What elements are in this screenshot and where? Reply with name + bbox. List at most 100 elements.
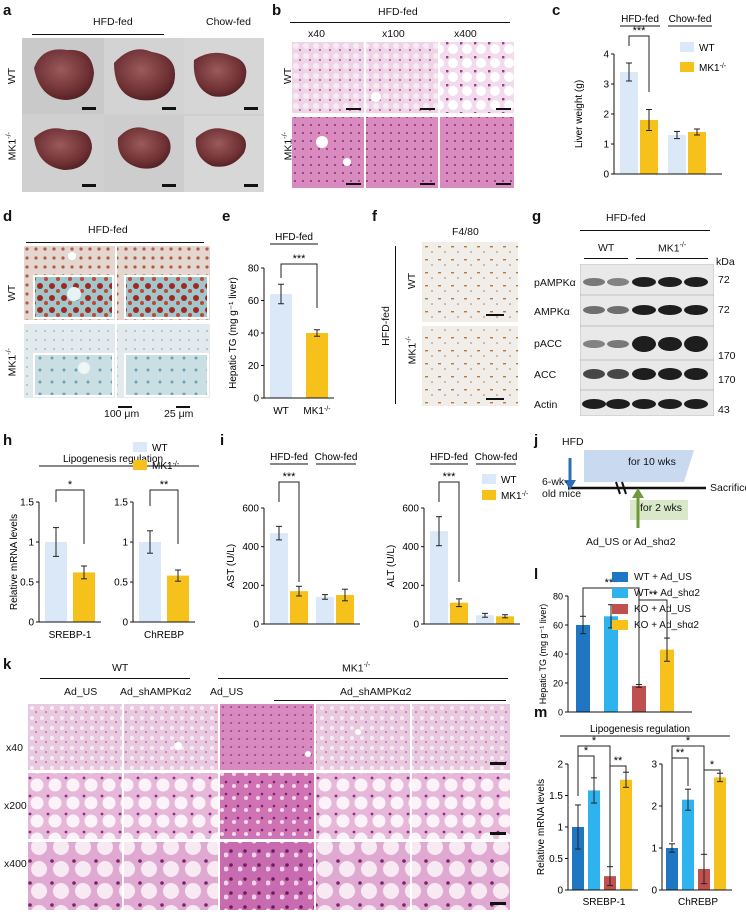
y-tick-label: 80	[248, 264, 260, 275]
g-marker-2: 72	[718, 304, 730, 316]
bar-srebp-mk1	[73, 572, 95, 622]
k-wt-label: WT	[112, 662, 129, 674]
d-mk1-label: MK1-/-	[5, 348, 19, 377]
panel-label-c: c	[552, 2, 561, 19]
liver-mk1-hfd-2	[117, 127, 171, 169]
western-blot	[580, 264, 714, 416]
bar-chrebp-1	[682, 799, 694, 890]
a-hfd-line	[32, 34, 164, 35]
bar-wt-0	[270, 533, 288, 624]
g-wt-line	[584, 258, 628, 259]
b-mag-x100: x100	[382, 28, 405, 40]
legend-row: KO + Ad_US	[612, 604, 691, 618]
g-marker-1: 72	[718, 274, 730, 286]
panel-label-j: j	[534, 432, 539, 449]
panel-label-l: l	[534, 566, 539, 583]
y-tick-label: 0	[603, 170, 609, 181]
oil-red-o-grid	[24, 246, 210, 398]
bar-wt-adsh	[604, 616, 618, 712]
y-tick-label: 0	[557, 886, 563, 897]
ad-arrow	[632, 488, 644, 498]
sig-bracket	[703, 769, 721, 854]
panel-label-e: e	[222, 208, 231, 225]
liver-wt-hfd-2	[114, 49, 176, 101]
sig-bracket	[609, 765, 627, 872]
legend-sup: -/-	[522, 491, 529, 498]
k-row-x400: x400	[4, 858, 27, 870]
panel-label-d: d	[3, 208, 13, 225]
d-scale-100: 100 μm	[104, 408, 140, 420]
sig-label: **	[676, 747, 685, 759]
a-mk1-label: MK1-/-	[5, 132, 19, 161]
g-mk1-line	[636, 258, 708, 259]
y-tick-label: 2	[651, 802, 657, 813]
y-tick-label: 1	[557, 823, 563, 834]
legend-label: MK1-/-	[699, 63, 727, 75]
legend-swatch	[133, 442, 147, 452]
chart-alt: 0 200 400 600 ALT (U/L) HFD-fed Chow-fed *** WT M…	[386, 452, 529, 631]
y-tick-label: 2	[603, 110, 609, 121]
g-band-ampk: AMPKα	[534, 306, 570, 318]
y-tick-label: 40	[553, 650, 563, 660]
g-band-pampk: pAMPKα	[534, 277, 576, 289]
legend-sup: -/-	[720, 63, 727, 70]
y-tick-label: 3	[603, 80, 609, 91]
sig-bracket	[438, 481, 460, 582]
sig-label: ***	[293, 253, 307, 265]
sig-bracket	[671, 757, 689, 842]
y-tick-label: 400	[402, 542, 419, 553]
f-hfd-line	[395, 246, 396, 404]
y-tick-label: 4	[603, 50, 609, 61]
y-tick-label: 1.5	[549, 791, 563, 802]
bar-mk1-0	[450, 602, 468, 624]
hfd-arrow	[564, 480, 576, 490]
bar-mk1-0	[290, 591, 308, 624]
d-hfd-label: HFD-fed	[88, 224, 128, 236]
sig-label: ***	[633, 25, 647, 37]
g-band-actin: Actin	[534, 399, 558, 411]
bar-wt-1	[316, 596, 334, 624]
sig-bracket	[55, 489, 85, 544]
y-tick-label: 0	[651, 886, 657, 897]
panel-label-a: a	[3, 2, 12, 19]
y-tick-label: 20	[553, 679, 563, 689]
y-tick-label: 1	[651, 844, 657, 855]
g-marker-5: 43	[718, 404, 730, 416]
k-col-2: Ad_shAMPKα2	[120, 686, 192, 698]
bar-ko-adsh	[660, 649, 674, 712]
sig-bracket	[278, 481, 300, 582]
sig-label: **	[160, 479, 169, 491]
bar-chrebp-3	[714, 777, 726, 890]
legend-swatch	[612, 572, 628, 583]
a-wt-label: WT	[6, 67, 19, 85]
k-col-1: Ad_US	[64, 686, 98, 698]
g-wt-label: WT	[598, 242, 615, 254]
sig-bracket	[577, 755, 595, 796]
y-tick-label: 2	[557, 760, 563, 771]
y-tick-label: 1	[122, 538, 128, 549]
y-tick-label: 600	[242, 504, 259, 515]
ad-period-band	[630, 500, 688, 520]
bar-srebp-0	[572, 827, 584, 890]
k-mk1-line	[218, 678, 508, 679]
chart-hepatic-tg-e: 0 20 40 60 80 Hepatic TG (mg g⁻¹ liver) HFD-fe…	[228, 232, 334, 417]
j-sacrifice: Sacrifice	[710, 482, 746, 494]
g-marker-3: 170	[718, 350, 736, 362]
j-mice-label: 6-wk-	[542, 476, 568, 488]
bar-wt-0	[430, 531, 448, 624]
d-scale-bar-2	[176, 406, 190, 408]
g-band-acc: ACC	[534, 369, 557, 381]
legend-swatch	[482, 490, 496, 500]
bar-wt	[270, 294, 292, 398]
panel-label-k: k	[3, 656, 12, 673]
j-mice-label-2: old mice	[542, 488, 582, 500]
x-tick-label: ChREBP	[678, 897, 718, 908]
y-tick-label: 60	[553, 621, 563, 631]
legend-swatch	[482, 474, 496, 484]
legend-swatch	[680, 62, 694, 72]
hfd-period-band	[584, 450, 694, 482]
y-tick-label: 1	[603, 140, 609, 151]
g-marker-4: 170	[718, 374, 736, 386]
sig-label: *	[584, 745, 589, 757]
